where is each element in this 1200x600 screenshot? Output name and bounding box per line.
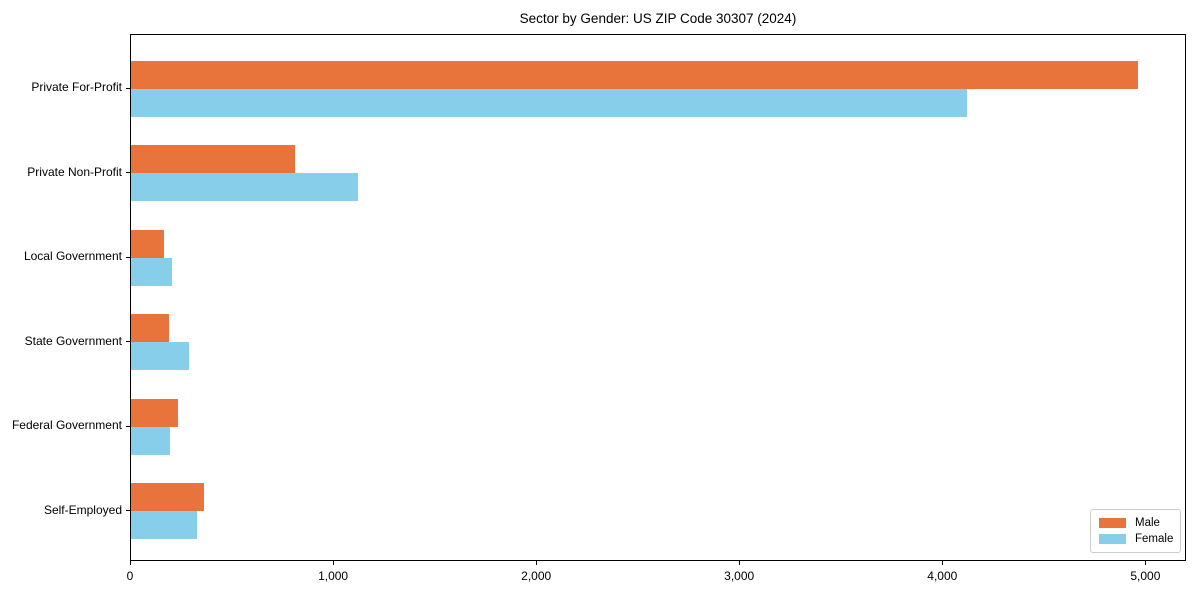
y-tick-mark [126, 172, 130, 173]
x-tick-label: 4,000 [927, 569, 958, 583]
legend-label-female: Female [1135, 533, 1174, 545]
y-tick-mark [126, 510, 130, 511]
x-tick-mark [536, 561, 538, 565]
y-tick-mark [126, 256, 130, 258]
bar-male-1 [131, 60, 1139, 89]
legend: Male Female [1090, 509, 1181, 553]
x-tick-mark [942, 561, 944, 565]
x-tick-mark [739, 561, 741, 565]
x-tick-mark [130, 561, 131, 565]
x-tick-mark [333, 561, 335, 565]
chart-title: Sector by Gender: US ZIP Code 30307 (202… [519, 11, 797, 26]
x-tick-label: 3,000 [724, 569, 755, 583]
bar-female-3 [131, 257, 172, 286]
bar-female-5 [131, 426, 170, 455]
bar-male-3 [131, 229, 164, 258]
male-series-swatch-icon [1099, 518, 1126, 528]
y-tick-mark [126, 425, 130, 427]
y-tick-mark [126, 87, 130, 89]
category-label: Self-Employed [43, 502, 122, 517]
bar-male-6 [131, 483, 205, 511]
legend-label-male: Male [1135, 517, 1160, 529]
y-tick-mark [126, 341, 130, 342]
female-series-swatch-icon [1099, 534, 1126, 544]
x-tick-label: 0 [126, 569, 134, 583]
bar-female-4 [131, 342, 189, 370]
bar-female-2 [131, 173, 359, 201]
x-tick-label: 2,000 [521, 569, 552, 583]
category-label: Private For-Profit [31, 80, 122, 94]
bar-male-2 [131, 145, 295, 173]
category-label: Private Non-Profit [27, 164, 122, 179]
plot-area: Male Female [130, 34, 1186, 561]
x-tick-label: 1,000 [318, 569, 349, 583]
bar-male-4 [131, 314, 169, 342]
category-label: State Government [24, 333, 122, 348]
category-label: Federal Government [11, 418, 122, 432]
legend-item-male: Male [1099, 517, 1172, 529]
x-tick-mark [1145, 561, 1147, 565]
category-label: Local Government [23, 249, 122, 263]
legend-item-female: Female [1099, 533, 1174, 545]
bar-male-5 [131, 398, 178, 427]
x-tick-label: 5,000 [1130, 569, 1161, 583]
bar-female-6 [131, 511, 197, 539]
bar-female-1 [131, 88, 967, 117]
